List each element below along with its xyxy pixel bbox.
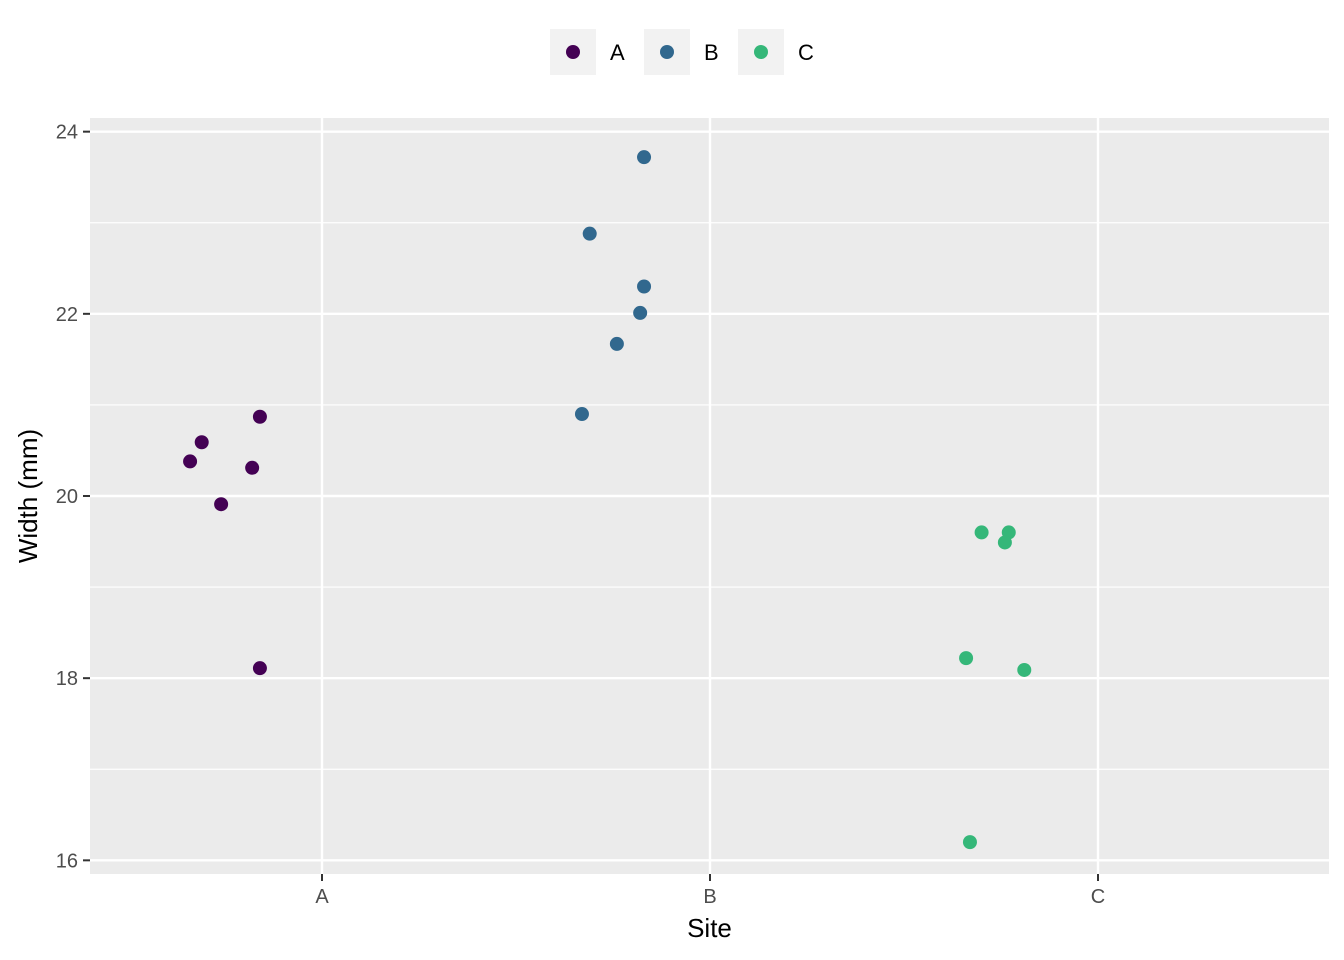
y-tick-label: 20	[56, 486, 78, 508]
legend-marker	[754, 45, 768, 59]
data-point-a	[252, 409, 267, 424]
data-point-a	[194, 435, 209, 450]
x-axis-title: Site	[687, 913, 732, 943]
data-point-b	[609, 336, 624, 351]
x-tick-label: A	[315, 886, 329, 908]
data-point-c	[997, 535, 1012, 550]
data-point-b	[633, 305, 648, 320]
legend-label: C	[798, 40, 814, 65]
data-point-b	[574, 407, 589, 422]
data-point-c	[962, 835, 977, 850]
axes: 16 18 20 22 24 A B C	[56, 122, 1105, 908]
legend-label: B	[704, 40, 719, 65]
data-point-a	[183, 454, 198, 469]
data-point-a	[252, 661, 267, 676]
data-point-a	[214, 497, 229, 512]
data-point-b	[637, 279, 652, 294]
y-tick-label: 24	[56, 122, 78, 144]
legend: A B C	[550, 29, 814, 75]
y-axis-title: Width (mm)	[13, 429, 43, 563]
data-point-c	[1017, 662, 1032, 677]
data-point-b	[582, 226, 597, 241]
y-tick-label: 18	[56, 668, 78, 690]
legend-marker	[660, 45, 674, 59]
data-point-c	[959, 651, 974, 666]
legend-label: A	[610, 40, 625, 65]
data-points	[183, 150, 1032, 850]
gridlines	[90, 118, 1329, 874]
y-tick-label: 22	[56, 304, 78, 326]
data-point-b	[637, 150, 652, 165]
x-tick-label: B	[703, 886, 716, 908]
legend-marker	[566, 45, 580, 59]
data-point-c	[974, 525, 989, 540]
x-tick-label: C	[1091, 886, 1105, 908]
y-tick-label: 16	[56, 850, 78, 872]
data-point-a	[245, 460, 260, 475]
